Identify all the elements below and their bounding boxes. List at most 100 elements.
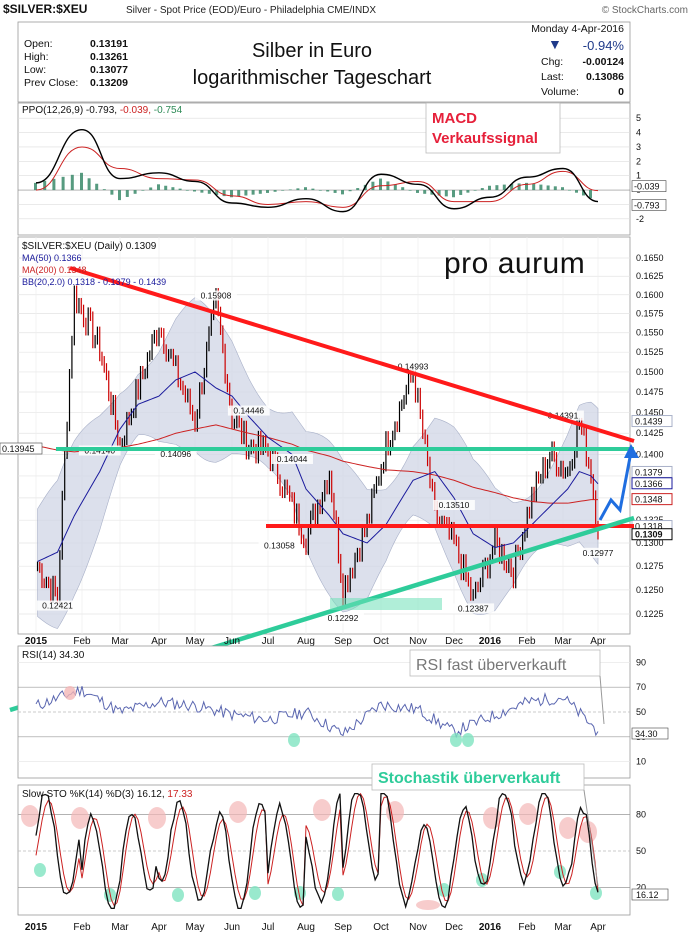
right-value-label: 0.1439 xyxy=(635,417,663,427)
sto-tick-label: 80 xyxy=(636,809,646,819)
rsi-annotation: RSI fast überverkauft xyxy=(416,657,567,674)
price-annotation-label: 0.12292 xyxy=(328,613,359,623)
price-annotation-label: 0.12977 xyxy=(583,548,614,558)
ohlc-value: 0.13077 xyxy=(90,64,128,76)
ppo-histogram-bar xyxy=(326,190,330,192)
ppo-histogram-bar xyxy=(480,188,484,191)
ppo-histogram-bar xyxy=(379,178,382,191)
ma50-line xyxy=(37,371,599,562)
ppo-histogram-bar xyxy=(589,190,592,199)
price-x-tick: 2015 xyxy=(25,636,48,647)
sto-tick-label: 20 xyxy=(636,883,646,893)
ppo-histogram-bar xyxy=(185,190,189,191)
price-x-tick: Jun xyxy=(224,636,240,647)
symbol-description: Silver - Spot Price (EOD)/Euro - Philade… xyxy=(126,5,376,16)
sto-k-line xyxy=(35,792,599,910)
ppo-histogram-bar xyxy=(517,183,521,191)
ppo-histogram-bar xyxy=(281,190,285,191)
rsi-tick-label: 50 xyxy=(636,707,646,717)
price-tick-label: 0.1475 xyxy=(636,387,664,397)
rsi-marker xyxy=(450,733,462,747)
ppo-histogram-bar xyxy=(141,190,145,191)
forecast-path xyxy=(598,451,633,521)
price-x-axis: 2015 Feb Mar Apr May Jun Jul Aug Sep Oct Nov Dec 201… xyxy=(25,636,607,647)
sto-x-tick: Oct xyxy=(373,922,389,933)
stochastic-legend: Slow STO %K(14) %D(3) 16.12, 17.33 xyxy=(22,789,193,800)
sto-x-tick: Mar xyxy=(554,922,572,933)
price-x-tick: Oct xyxy=(373,636,389,647)
ppo-histogram-bar xyxy=(582,190,585,196)
price-annotation-label: 0.14446 xyxy=(233,406,264,416)
ppo-histogram-bar xyxy=(251,190,255,195)
ppo-histogram-bar xyxy=(258,190,262,194)
ppo-panel: PPO(12,26,9) -0.793, -0.039, -0.754 5 4 3 2… xyxy=(17,102,667,236)
ppo-histogram-bar xyxy=(296,188,300,191)
sto-oversold-marker xyxy=(249,886,261,900)
ppo-histogram-bar xyxy=(568,189,571,191)
ma200-line xyxy=(37,424,598,504)
ma200-legend: MA(200) 0.1348 xyxy=(22,265,87,275)
ppo-histogram-bar xyxy=(502,184,506,191)
sto-overbought-marker xyxy=(416,900,440,910)
sto-x-tick: Apr xyxy=(590,922,606,933)
price-tick-label: 0.1625 xyxy=(636,271,664,281)
ppo-histogram-bar xyxy=(171,187,175,191)
rsi-annotation-pointer xyxy=(599,675,605,725)
change-value: -0.00124 xyxy=(583,56,625,68)
price-label-bg xyxy=(227,405,270,416)
rsi-line xyxy=(35,685,599,739)
price-annotation-label: 0.12387 xyxy=(458,603,489,613)
ppo-value-label: -0.039 xyxy=(634,182,660,192)
ppo-line xyxy=(35,128,599,213)
price-tick-label: 0.1550 xyxy=(636,328,664,338)
ppo-histogram-bar xyxy=(488,185,491,191)
sto-x-tick: 2016 xyxy=(479,922,502,933)
price-tick-label: 0.1650 xyxy=(636,253,664,263)
sto-value-label: 16.12 xyxy=(636,890,659,900)
right-value-box xyxy=(631,477,673,490)
sto-tick-label: 50 xyxy=(636,846,646,856)
sto-x-tick: May xyxy=(186,922,205,933)
last-value: 0.13086 xyxy=(586,71,624,83)
price-x-tick: Nov xyxy=(409,636,427,647)
ppo-histogram-bar xyxy=(149,187,153,191)
ppo-histogram-bar xyxy=(371,181,375,191)
ppo-value-box xyxy=(631,199,667,211)
ppo-histogram-bar xyxy=(356,188,360,191)
ma50-legend: MA(50) 0.1366 xyxy=(22,253,82,263)
price-x-tick: 2016 xyxy=(479,636,502,647)
ppo-histogram-bar xyxy=(118,190,121,201)
rsi-oversold-markers xyxy=(64,686,474,747)
ohlc-label: Low: xyxy=(24,64,46,76)
volume-label: Volume: xyxy=(541,86,579,98)
ohlc-table: Open: 0.13191 High: 0.13261 Low: 0.13077 Prev … xyxy=(24,38,128,89)
ppo-histogram-bar xyxy=(341,190,344,195)
ppo-histogram-bar xyxy=(408,190,412,191)
sto-x-tick: Jul xyxy=(262,922,275,933)
ppo-histogram-bar xyxy=(333,190,337,193)
bband-legend: BB(20,2.0) 0.1318 - 0.1379 - 0.1439 xyxy=(22,277,166,287)
right-value-box xyxy=(631,415,673,428)
ppo-histogram-bar xyxy=(157,184,160,191)
ppo-histogram-bar xyxy=(393,184,397,191)
ppo-histogram xyxy=(34,172,592,201)
macd-annotation-line-2: Verkaufssignal xyxy=(432,130,538,147)
forecast-arrow-icon xyxy=(624,444,639,458)
ppo-histogram-bar xyxy=(178,188,182,191)
ppo-histogram-bar xyxy=(288,189,292,191)
price-annotation-label: 0.15908 xyxy=(201,291,232,301)
ppo-histogram-bar xyxy=(237,190,241,197)
price-tick-label: 0.1600 xyxy=(636,290,664,300)
ppo-histogram-bar xyxy=(553,186,557,191)
ppo-histogram-bar xyxy=(539,184,543,191)
ppo-tick-label: 4 xyxy=(636,128,641,138)
rsi-tick-label: 70 xyxy=(636,682,646,692)
sto-x-tick: Jun xyxy=(224,922,240,933)
sto-x-tick: Sep xyxy=(334,922,352,933)
bband-legend-value: 0.1439 xyxy=(170,277,198,287)
ppo-histogram-bar xyxy=(266,190,269,193)
price-tick-label: 0.1425 xyxy=(636,428,664,438)
ppo-histogram-bar xyxy=(125,190,129,197)
rsi-value-box xyxy=(631,727,669,740)
